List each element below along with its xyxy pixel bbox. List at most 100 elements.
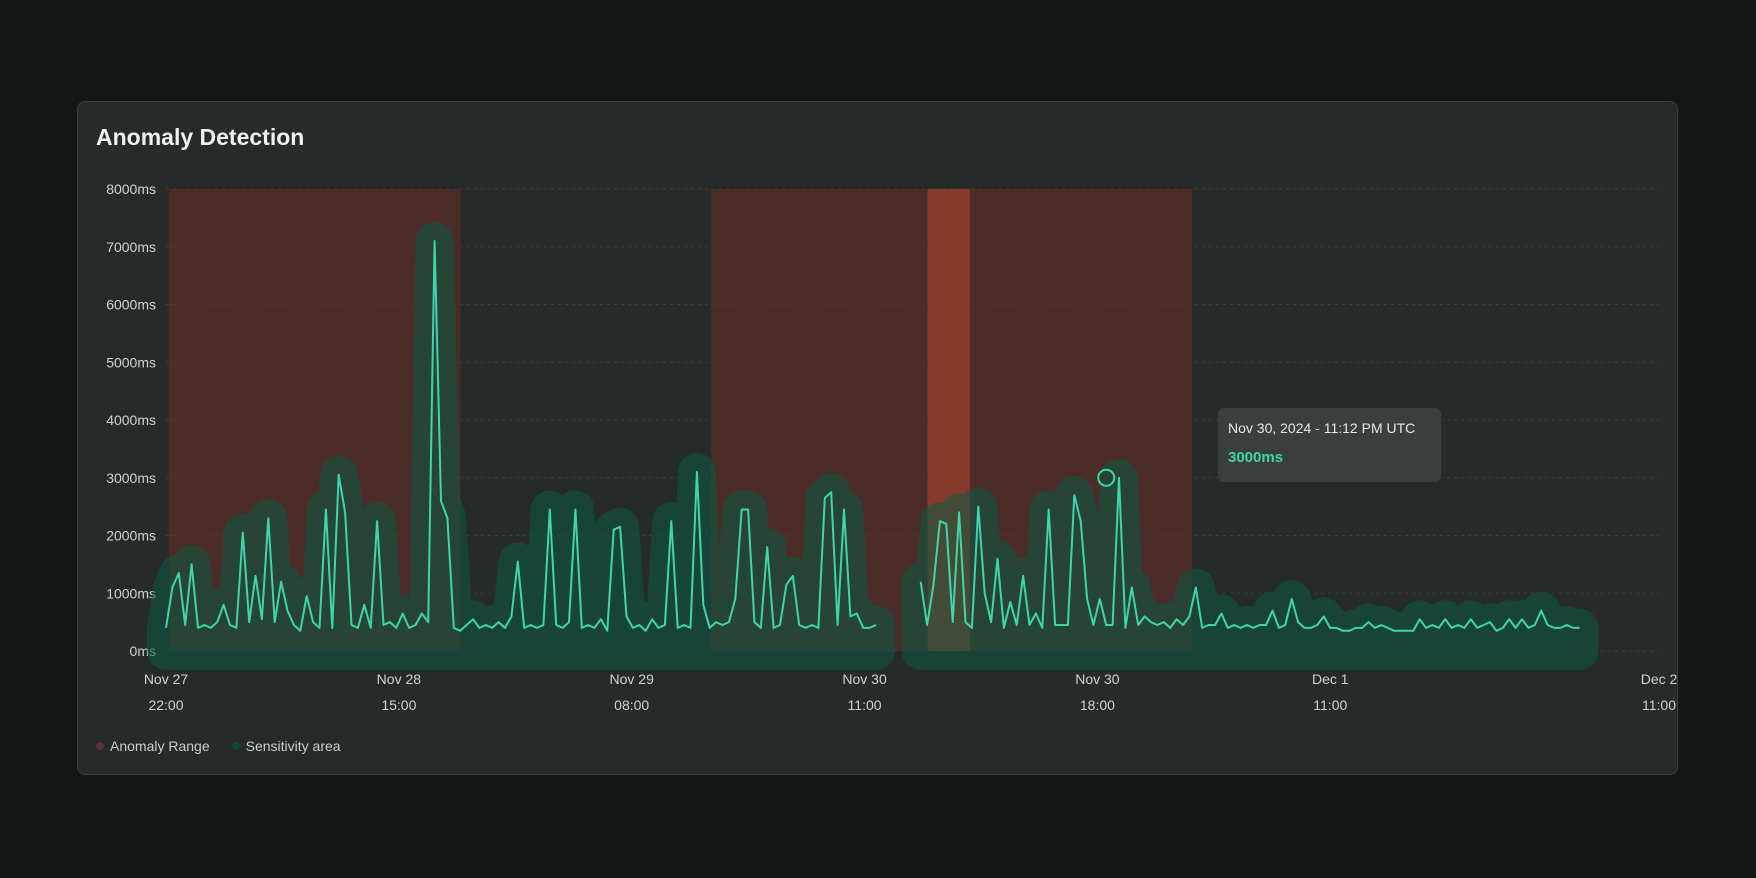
x-tick-label-date: Nov 28	[377, 671, 422, 687]
data-point	[1259, 624, 1261, 626]
data-point	[203, 624, 205, 626]
data-point	[216, 621, 218, 623]
data-point	[651, 618, 653, 620]
data-point	[555, 624, 557, 626]
data-point	[210, 627, 212, 629]
data-point	[1431, 624, 1433, 626]
data-point	[376, 520, 378, 522]
data-point	[785, 584, 787, 586]
data-point	[1182, 624, 1184, 626]
data-point	[690, 627, 692, 629]
x-tick-label-time: 18:00	[1080, 697, 1115, 713]
data-point	[594, 627, 596, 629]
data-point	[395, 627, 397, 629]
data-point	[843, 509, 845, 511]
data-point	[504, 627, 506, 629]
data-point	[670, 520, 672, 522]
data-point	[1105, 624, 1107, 626]
data-point	[440, 500, 442, 502]
x-tick-label-time: 15:00	[381, 697, 416, 713]
data-point	[184, 624, 186, 626]
data-point	[274, 621, 276, 623]
data-point	[1227, 627, 1229, 629]
legend-item-sensitivity-area[interactable]: Sensitivity area	[231, 738, 341, 754]
data-point	[830, 491, 832, 493]
data-point	[1329, 627, 1331, 629]
data-point	[171, 587, 173, 589]
data-point	[1374, 627, 1376, 629]
data-point	[1470, 618, 1472, 620]
data-point	[1169, 627, 1171, 629]
data-point	[1099, 598, 1101, 600]
data-point	[536, 627, 538, 629]
x-tick-label-date: Dec 1	[1312, 671, 1349, 687]
data-point	[760, 627, 762, 629]
data-point	[306, 595, 308, 597]
data-point	[319, 627, 321, 629]
data-point	[1188, 615, 1190, 617]
data-point	[1220, 613, 1222, 615]
data-point	[1246, 624, 1248, 626]
data-point	[562, 627, 564, 629]
data-point	[1451, 627, 1453, 629]
data-point	[1419, 618, 1421, 620]
y-tick-label: 1000ms	[106, 585, 156, 601]
data-point	[792, 575, 794, 577]
data-point	[638, 624, 640, 626]
data-point	[472, 618, 474, 620]
tooltip-date: Nov 30, 2024 - 11:12 PM UTC	[1228, 420, 1416, 436]
x-tick-label-date: Dec 2	[1641, 671, 1678, 687]
data-point	[1393, 630, 1395, 632]
data-point	[1112, 624, 1114, 626]
data-point	[235, 627, 237, 629]
data-point	[587, 624, 589, 626]
data-point	[1022, 575, 1024, 577]
data-point	[856, 613, 858, 615]
data-point	[869, 627, 871, 629]
data-point	[1278, 627, 1280, 629]
legend-item-anomaly-range[interactable]: Anomaly Range	[96, 738, 210, 754]
data-point	[1368, 621, 1370, 623]
data-point	[498, 621, 500, 623]
data-point	[1336, 627, 1338, 629]
data-point	[1029, 624, 1031, 626]
data-point	[1214, 624, 1216, 626]
data-point	[229, 624, 231, 626]
data-point	[1342, 630, 1344, 632]
data-point	[344, 511, 346, 513]
data-point	[1566, 624, 1568, 626]
data-point	[606, 630, 608, 632]
data-point	[517, 561, 519, 563]
data-point	[415, 624, 417, 626]
data-point	[1003, 627, 1005, 629]
data-point	[626, 615, 628, 617]
data-point	[773, 627, 775, 629]
y-tick-label: 8000ms	[106, 181, 156, 197]
data-point	[1265, 624, 1267, 626]
data-point	[491, 627, 493, 629]
data-point	[1495, 630, 1497, 632]
data-point	[1540, 610, 1542, 612]
data-point	[1515, 627, 1517, 629]
data-point	[523, 627, 525, 629]
data-point	[1156, 624, 1158, 626]
data-point	[1297, 621, 1299, 623]
data-point	[1400, 630, 1402, 632]
x-tick-label-date: Nov 30	[842, 671, 887, 687]
data-point	[1131, 587, 1133, 589]
data-point	[984, 592, 986, 594]
data-point	[1444, 618, 1446, 620]
data-point	[849, 615, 851, 617]
latency-series-line	[165, 240, 877, 632]
data-point	[1348, 630, 1350, 632]
data-point	[990, 621, 992, 623]
data-point	[613, 529, 615, 531]
data-point	[383, 624, 385, 626]
data-point	[600, 618, 602, 620]
data-point	[1547, 624, 1549, 626]
chart-tooltip: Nov 30, 2024 - 11:12 PM UTC 3000ms	[1218, 408, 1441, 482]
data-point	[1035, 613, 1037, 615]
data-point	[299, 630, 301, 632]
anomaly-chart[interactable]: 0ms1000ms2000ms3000ms4000ms5000ms6000ms7…	[78, 102, 1679, 722]
data-point	[287, 610, 289, 612]
